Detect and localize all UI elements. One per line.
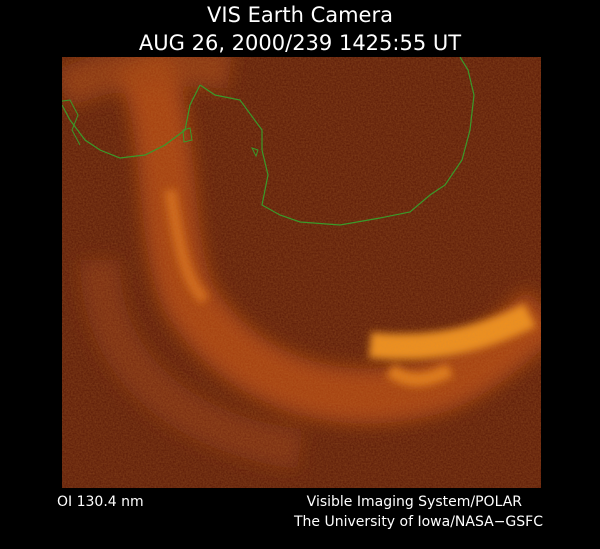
credit-line: Visible Imaging System/POLAR [307, 494, 523, 510]
aurora-image [62, 57, 541, 488]
subtitle: AUG 26, 2000/239 1425:55 UT [139, 31, 461, 55]
title: VIS Earth Camera [207, 3, 393, 27]
filter-label: OI 130.4 nm [57, 494, 144, 510]
credit-line: The University of Iowa/NASA−GSFC [293, 514, 543, 530]
